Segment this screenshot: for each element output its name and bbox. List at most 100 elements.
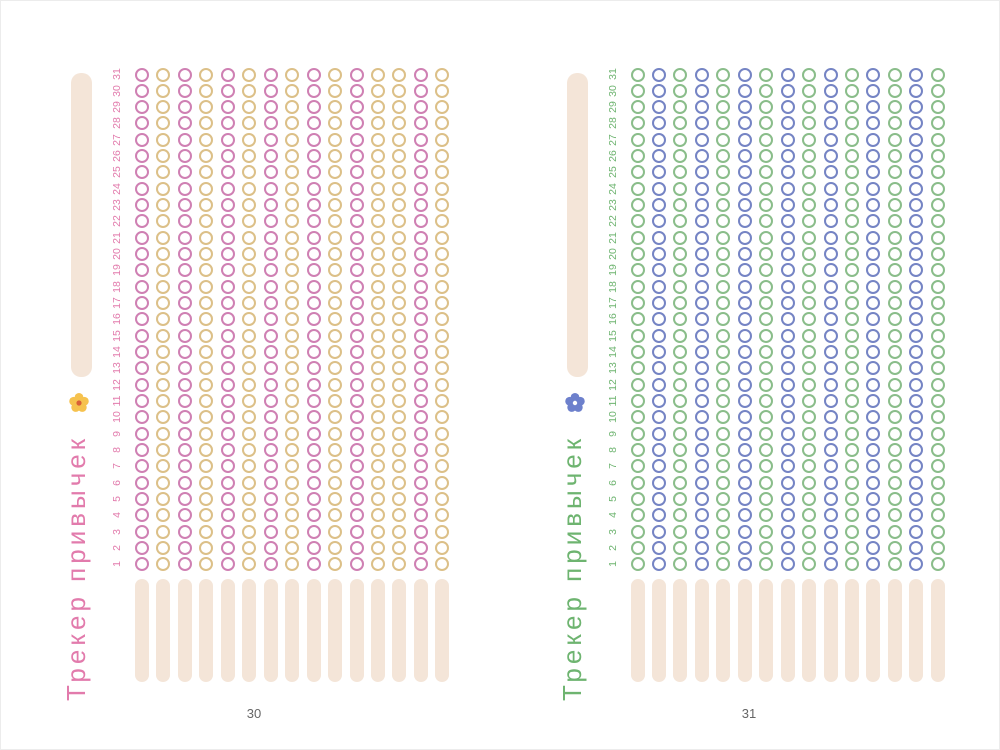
habit-circle[interactable] <box>328 100 343 115</box>
habit-circle[interactable] <box>370 279 385 294</box>
habit-circle[interactable] <box>759 116 774 131</box>
habit-circle[interactable] <box>177 361 192 376</box>
habit-circle[interactable] <box>866 492 881 507</box>
habit-circle[interactable] <box>349 361 364 376</box>
habit-circle[interactable] <box>135 377 149 392</box>
habit-name-field[interactable] <box>349 579 364 682</box>
habit-circle[interactable] <box>887 345 902 360</box>
habit-circle[interactable] <box>328 361 343 376</box>
habit-circle[interactable] <box>802 345 817 360</box>
habit-circle[interactable] <box>263 83 278 98</box>
habit-circle[interactable] <box>930 214 945 229</box>
habit-name-field[interactable] <box>759 579 774 682</box>
habit-circle[interactable] <box>392 328 407 343</box>
habit-circle[interactable] <box>802 394 817 409</box>
habit-circle[interactable] <box>930 230 945 245</box>
habit-circle[interactable] <box>651 198 666 213</box>
habit-circle[interactable] <box>263 247 278 262</box>
habit-circle[interactable] <box>349 492 364 507</box>
habit-circle[interactable] <box>220 541 235 556</box>
habit-circle[interactable] <box>370 443 385 458</box>
habit-circle[interactable] <box>392 492 407 507</box>
month-label-bar[interactable] <box>567 73 588 377</box>
habit-circle[interactable] <box>802 492 817 507</box>
habit-circle[interactable] <box>177 459 192 474</box>
habit-circle[interactable] <box>392 541 407 556</box>
habit-circle[interactable] <box>866 296 881 311</box>
habit-circle[interactable] <box>177 165 192 180</box>
habit-circle[interactable] <box>737 296 752 311</box>
habit-circle[interactable] <box>630 100 645 115</box>
habit-circle[interactable] <box>156 312 171 327</box>
habit-circle[interactable] <box>673 524 688 539</box>
habit-circle[interactable] <box>630 165 645 180</box>
habit-circle[interactable] <box>328 508 343 523</box>
habit-circle[interactable] <box>156 410 171 425</box>
habit-circle[interactable] <box>930 279 945 294</box>
habit-circle[interactable] <box>220 165 235 180</box>
habit-circle[interactable] <box>694 345 709 360</box>
habit-circle[interactable] <box>759 181 774 196</box>
habit-circle[interactable] <box>716 524 731 539</box>
habit-circle[interactable] <box>370 198 385 213</box>
habit-circle[interactable] <box>694 263 709 278</box>
habit-circle[interactable] <box>823 100 838 115</box>
habit-circle[interactable] <box>435 426 450 441</box>
habit-circle[interactable] <box>909 475 924 490</box>
habit-circle[interactable] <box>737 165 752 180</box>
habit-circle[interactable] <box>651 83 666 98</box>
habit-circle[interactable] <box>716 100 731 115</box>
habit-circle[interactable] <box>694 116 709 131</box>
habit-circle[interactable] <box>242 312 257 327</box>
habit-circle[interactable] <box>759 508 774 523</box>
habit-circle[interactable] <box>349 263 364 278</box>
habit-circle[interactable] <box>413 312 428 327</box>
habit-circle[interactable] <box>909 296 924 311</box>
habit-circle[interactable] <box>328 557 343 572</box>
habit-circle[interactable] <box>651 116 666 131</box>
habit-circle[interactable] <box>909 328 924 343</box>
habit-circle[interactable] <box>694 100 709 115</box>
habit-circle[interactable] <box>370 459 385 474</box>
habit-circle[interactable] <box>199 296 214 311</box>
habit-circle[interactable] <box>630 508 645 523</box>
habit-circle[interactable] <box>135 508 149 523</box>
habit-circle[interactable] <box>866 508 881 523</box>
habit-circle[interactable] <box>263 459 278 474</box>
habit-circle[interactable] <box>887 214 902 229</box>
habit-circle[interactable] <box>673 247 688 262</box>
habit-circle[interactable] <box>630 410 645 425</box>
habit-circle[interactable] <box>845 361 859 376</box>
habit-circle[interactable] <box>630 541 645 556</box>
habit-circle[interactable] <box>435 263 450 278</box>
habit-circle[interactable] <box>651 279 666 294</box>
habit-circle[interactable] <box>242 524 257 539</box>
habit-circle[interactable] <box>413 328 428 343</box>
habit-circle[interactable] <box>156 67 171 82</box>
habit-circle[interactable] <box>177 83 192 98</box>
habit-circle[interactable] <box>370 361 385 376</box>
habit-circle[interactable] <box>630 377 645 392</box>
habit-circle[interactable] <box>887 377 902 392</box>
habit-circle[interactable] <box>435 394 450 409</box>
habit-circle[interactable] <box>823 132 838 147</box>
habit-circle[interactable] <box>845 263 859 278</box>
habit-circle[interactable] <box>328 443 343 458</box>
habit-circle[interactable] <box>759 263 774 278</box>
habit-circle[interactable] <box>780 492 795 507</box>
habit-circle[interactable] <box>435 492 450 507</box>
habit-circle[interactable] <box>370 100 385 115</box>
habit-circle[interactable] <box>759 247 774 262</box>
habit-circle[interactable] <box>759 557 774 572</box>
habit-circle[interactable] <box>780 83 795 98</box>
habit-circle[interactable] <box>156 426 171 441</box>
habit-circle[interactable] <box>242 492 257 507</box>
habit-circle[interactable] <box>177 312 192 327</box>
habit-circle[interactable] <box>780 377 795 392</box>
habit-circle[interactable] <box>242 426 257 441</box>
habit-circle[interactable] <box>866 443 881 458</box>
habit-circle[interactable] <box>306 279 321 294</box>
habit-circle[interactable] <box>285 475 300 490</box>
habit-circle[interactable] <box>156 83 171 98</box>
habit-circle[interactable] <box>780 345 795 360</box>
